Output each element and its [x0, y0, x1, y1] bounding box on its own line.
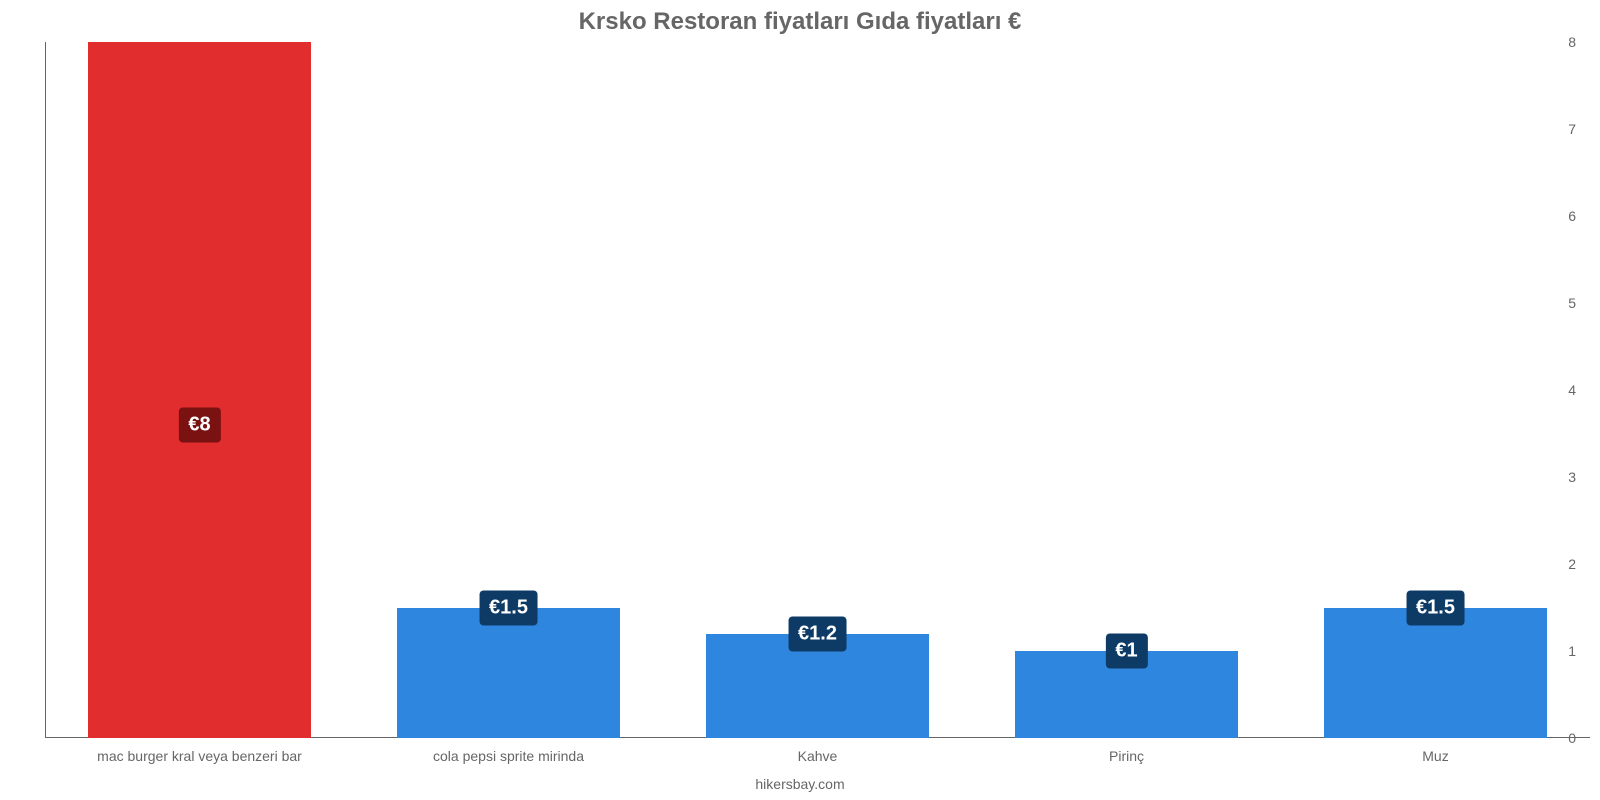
- bar-value-label: €1.5: [1406, 590, 1465, 625]
- y-tick-label: 0: [1568, 730, 1576, 746]
- bar: [397, 608, 619, 739]
- plot-area: €8mac burger kral veya benzeri bar€1.5co…: [45, 42, 1590, 738]
- y-tick-label: 7: [1568, 121, 1576, 137]
- bar-slot: €1.5Muz: [1281, 42, 1590, 738]
- y-tick-label: 1: [1568, 643, 1576, 659]
- chart-footer: hikersbay.com: [0, 776, 1600, 792]
- x-tick-label: cola pepsi sprite mirinda: [433, 748, 584, 764]
- x-tick-label: Muz: [1422, 748, 1448, 764]
- y-tick-label: 8: [1568, 34, 1576, 50]
- bar-slot: €1.2Kahve: [663, 42, 972, 738]
- bar-slot: €8mac burger kral veya benzeri bar: [45, 42, 354, 738]
- bar-value-label: €1.2: [788, 616, 847, 651]
- x-tick-label: Pirinç: [1109, 748, 1144, 764]
- bar-value-label: €1.5: [479, 590, 538, 625]
- bar-value-label: €8: [178, 407, 220, 442]
- bar-slot: €1Pirinç: [972, 42, 1281, 738]
- y-tick-label: 5: [1568, 295, 1576, 311]
- y-tick-label: 3: [1568, 469, 1576, 485]
- chart-title: Krsko Restoran fiyatları Gıda fiyatları …: [0, 8, 1600, 36]
- y-tick-label: 6: [1568, 208, 1576, 224]
- bar-slot: €1.5cola pepsi sprite mirinda: [354, 42, 663, 738]
- chart-container: Krsko Restoran fiyatları Gıda fiyatları …: [0, 0, 1600, 800]
- bar-value-label: €1: [1105, 634, 1147, 669]
- bar: [88, 42, 310, 738]
- y-tick-label: 2: [1568, 556, 1576, 572]
- x-tick-label: mac burger kral veya benzeri bar: [97, 748, 302, 764]
- y-tick-label: 4: [1568, 382, 1576, 398]
- x-tick-label: Kahve: [798, 748, 838, 764]
- bar: [1324, 608, 1546, 739]
- bars-layer: €8mac burger kral veya benzeri bar€1.5co…: [45, 42, 1590, 738]
